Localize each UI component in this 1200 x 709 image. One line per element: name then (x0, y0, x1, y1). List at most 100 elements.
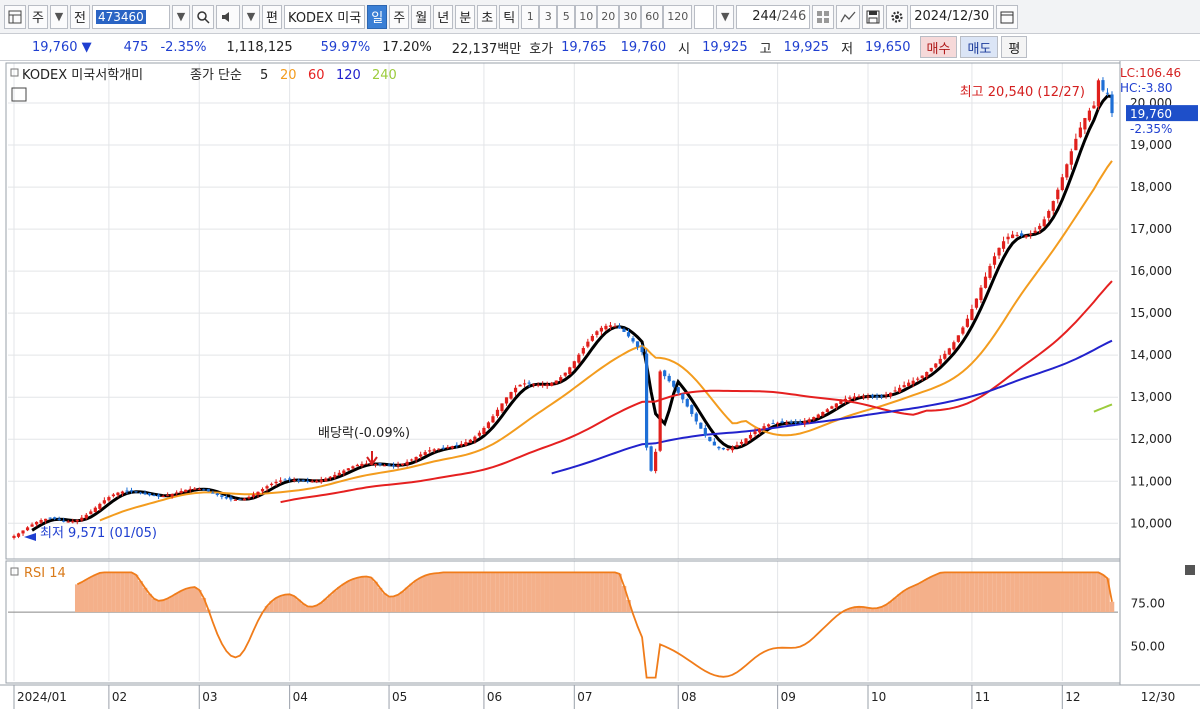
rsi-overbought-area (558, 572, 564, 613)
calendar-icon[interactable] (996, 4, 1019, 29)
period-tab-5[interactable]: 초 (477, 4, 498, 29)
candle-body (681, 393, 685, 400)
candle-body (1024, 235, 1028, 238)
candle-body (577, 354, 581, 363)
layout-icon[interactable] (4, 4, 26, 29)
rsi-overbought-area (599, 572, 604, 613)
price-change-pct: -2.35% (160, 39, 207, 55)
ratio-1: 59.97% (320, 39, 371, 55)
rsi-overbought-area (413, 580, 419, 613)
price-change: 475 (123, 39, 149, 55)
candle-body (870, 395, 875, 397)
candle-body (441, 447, 445, 449)
legend-ma-60: 60 (308, 68, 325, 83)
interval-button-30[interactable]: 30 (619, 4, 642, 29)
candle-body (265, 486, 269, 489)
rsi-overbought-area (431, 573, 437, 613)
interval-button-1[interactable]: 1 (521, 4, 540, 29)
rsi-overbought-area (79, 582, 85, 613)
line-tool-icon[interactable] (836, 4, 861, 29)
candle-body (184, 489, 188, 493)
rsi-tick-label: 50.00 (1131, 640, 1165, 654)
candle-body (848, 397, 852, 400)
interval-button-5[interactable]: 5 (557, 4, 576, 29)
x-tick-label: 04 (293, 690, 308, 704)
candle-body (622, 328, 626, 332)
date-input[interactable]: 2024/12/30 (910, 4, 995, 29)
market-select[interactable]: 주 (28, 4, 48, 29)
period-tab-3[interactable]: 년 (433, 4, 454, 29)
rsi-overbought-area (1032, 572, 1038, 613)
candle-body (251, 494, 256, 497)
candle-body (274, 481, 278, 484)
candle-body (861, 396, 866, 398)
period-tab-6[interactable]: 틱 (499, 4, 520, 29)
period-tab-2[interactable]: 월 (411, 4, 432, 29)
code-dropdown-icon[interactable]: ▼ (172, 4, 190, 29)
candle-body (333, 474, 337, 478)
rsi-overbought-area (1014, 572, 1020, 613)
period-tab-4[interactable]: 분 (455, 4, 476, 29)
rsi-overbought-area (960, 572, 966, 613)
candle-body (89, 511, 93, 515)
code-input[interactable]: 473460 (92, 4, 170, 29)
stock-chart[interactable]: 2024/01 02 03 04 05 06 07 08 09 10 11 12 12/30 10,000… (0, 61, 1200, 709)
period-tab-1[interactable]: 주 (389, 4, 410, 29)
market-dropdown-icon[interactable]: ▼ (50, 4, 68, 29)
rsi-overbought-area (115, 572, 121, 613)
candle-body (649, 446, 653, 471)
candle-body (1010, 234, 1015, 239)
candle-body (138, 492, 143, 494)
gear-icon[interactable] (886, 4, 909, 29)
candle-body (992, 256, 997, 265)
candle-body (527, 382, 531, 384)
sound-icon[interactable] (216, 4, 240, 29)
candle-body (256, 491, 260, 495)
rsi-overbought-area (346, 581, 351, 613)
rsi-tick-label: 75.00 (1131, 596, 1165, 610)
interval-button-20[interactable]: 20 (597, 4, 620, 29)
candle-body (699, 422, 703, 429)
candle-body (1105, 92, 1110, 94)
interval-dropdown-icon[interactable]: ▼ (716, 4, 735, 29)
interval-button-10[interactable]: 10 (575, 4, 598, 29)
x-tick-label: 12/30 (1141, 690, 1176, 704)
candle-body (608, 325, 613, 327)
candle-body (25, 527, 30, 531)
candle-body (604, 325, 608, 330)
grid-icon[interactable] (812, 4, 835, 29)
candle-body (1083, 118, 1087, 130)
rsi-overbought-area (1055, 572, 1061, 613)
interval-input[interactable] (694, 4, 715, 29)
ratio-2: 17.20% (382, 39, 432, 55)
rsi-overbought-area (305, 606, 310, 613)
rsi-overbought-area (169, 595, 175, 613)
sound-dropdown-icon[interactable]: ▼ (242, 4, 260, 29)
rsi-overbought-area (386, 596, 392, 613)
search-icon[interactable] (192, 4, 214, 29)
candle-body (857, 396, 861, 398)
interval-button-3[interactable]: 3 (539, 4, 558, 29)
rsi-overbought-area (472, 572, 478, 613)
rsi-overbought-area (531, 572, 536, 613)
save-icon[interactable] (862, 4, 885, 29)
rsi-overbought-area (892, 597, 898, 613)
name-field[interactable]: KODEX 미국 (284, 4, 366, 29)
candle-body (522, 383, 527, 385)
interval-button-60[interactable]: 60 (641, 4, 664, 29)
sell-button[interactable]: 매도 (960, 36, 999, 58)
candle-body (102, 500, 106, 504)
buy-button[interactable]: 매수 (919, 36, 958, 58)
mode-select[interactable]: 전 (70, 4, 90, 29)
candle-body (306, 480, 310, 482)
rsi-overbought-area (400, 591, 405, 613)
period-tab-0[interactable]: 일 (367, 4, 388, 29)
rsi-overbought-area (612, 572, 618, 613)
interval-button-120[interactable]: 120 (663, 4, 693, 29)
rsi-overbought-area (450, 572, 455, 613)
rsi-overbought-area (572, 572, 577, 613)
count-input[interactable]: 244/246 (736, 4, 811, 29)
candle-body (748, 434, 753, 439)
type-label[interactable]: 편 (262, 4, 282, 29)
avg-button[interactable]: 평 (1001, 36, 1028, 58)
